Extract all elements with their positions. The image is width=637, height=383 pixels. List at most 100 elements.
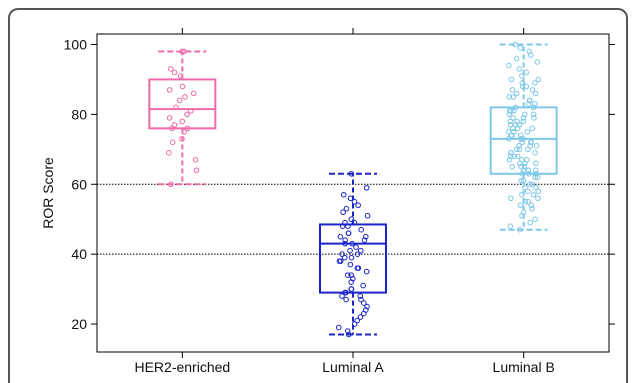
data-point [181, 48, 187, 55]
data-point [532, 174, 539, 181]
data-point [525, 101, 532, 107]
data-point [182, 94, 188, 100]
data-point [532, 150, 538, 156]
data-point [353, 244, 359, 250]
data-point [169, 125, 175, 132]
data-point [351, 219, 358, 226]
data-point [176, 97, 183, 104]
data-point [357, 314, 364, 320]
data-point [533, 160, 539, 167]
data-point [509, 87, 516, 93]
box-group [489, 41, 558, 233]
data-point [354, 317, 361, 324]
box-groups [148, 41, 558, 338]
data-point [519, 170, 526, 177]
data-point [529, 205, 535, 212]
data-point [361, 310, 367, 317]
data-point [519, 139, 526, 146]
data-point [516, 146, 523, 153]
data-point [166, 150, 172, 156]
data-point [348, 286, 354, 292]
data-point [535, 76, 542, 83]
data-point [511, 153, 518, 160]
data-point [509, 163, 516, 170]
data-point [184, 111, 190, 118]
data-point [343, 296, 349, 303]
data-point [532, 216, 538, 223]
data-point [179, 48, 185, 55]
data-point [522, 198, 529, 205]
data-point [357, 247, 364, 254]
data-point [529, 125, 536, 132]
data-point [510, 94, 517, 100]
data-point [517, 45, 524, 51]
data-point [190, 90, 197, 97]
data-point [517, 202, 524, 209]
data-point [167, 66, 174, 72]
data-point [508, 76, 515, 83]
data-point [347, 261, 354, 268]
data-point [192, 157, 199, 163]
data-point [171, 69, 178, 76]
data-point [339, 223, 346, 229]
data-point [179, 136, 185, 142]
data-point [507, 153, 514, 160]
data-point [506, 157, 513, 163]
data-point [347, 195, 354, 202]
data-point [345, 230, 352, 236]
data-point [534, 174, 541, 181]
data-point [342, 237, 348, 243]
data-point [512, 41, 518, 48]
data-point [522, 184, 528, 191]
data-point [187, 108, 194, 114]
data-point [166, 115, 173, 121]
data-point [363, 184, 370, 191]
data-point [173, 104, 179, 111]
data-point [348, 170, 355, 177]
data-point [508, 195, 514, 202]
data-point [184, 125, 191, 132]
data-point [526, 170, 532, 177]
data-point [345, 223, 351, 229]
y-tick-label: 80 [71, 106, 87, 122]
data-point [513, 55, 520, 62]
data-point [531, 115, 537, 121]
data-point [179, 118, 186, 125]
x-axis: HER2-enriched Luminal A Luminal B [134, 28, 555, 375]
data-point [507, 223, 514, 229]
data-point [364, 212, 371, 219]
data-point [533, 143, 540, 149]
data-point [523, 83, 530, 90]
data-point [527, 52, 534, 58]
data-point [519, 212, 525, 219]
data-point [335, 324, 342, 331]
data-point [528, 139, 534, 146]
data-point [340, 209, 346, 216]
data-point [358, 296, 364, 303]
data-point [342, 289, 348, 296]
data-point [168, 181, 174, 188]
data-point [362, 233, 369, 240]
data-point [341, 254, 348, 261]
data-point [337, 233, 344, 240]
y-tick-label: 40 [71, 246, 87, 262]
data-point [342, 240, 348, 247]
data-point [360, 282, 366, 289]
data-point [530, 104, 537, 111]
data-point [532, 80, 538, 86]
data-point [516, 226, 523, 233]
data-point [530, 191, 537, 198]
data-point [339, 293, 345, 299]
data-point [361, 237, 368, 243]
data-point [354, 265, 361, 271]
data-point [506, 94, 513, 100]
box [489, 106, 558, 175]
data-point [521, 111, 528, 118]
data-point [521, 163, 528, 170]
data-point [516, 66, 523, 72]
data-point [532, 167, 539, 174]
data-point [518, 177, 524, 184]
x-tick-label: HER2-enriched [134, 359, 230, 375]
data-point [529, 87, 536, 93]
